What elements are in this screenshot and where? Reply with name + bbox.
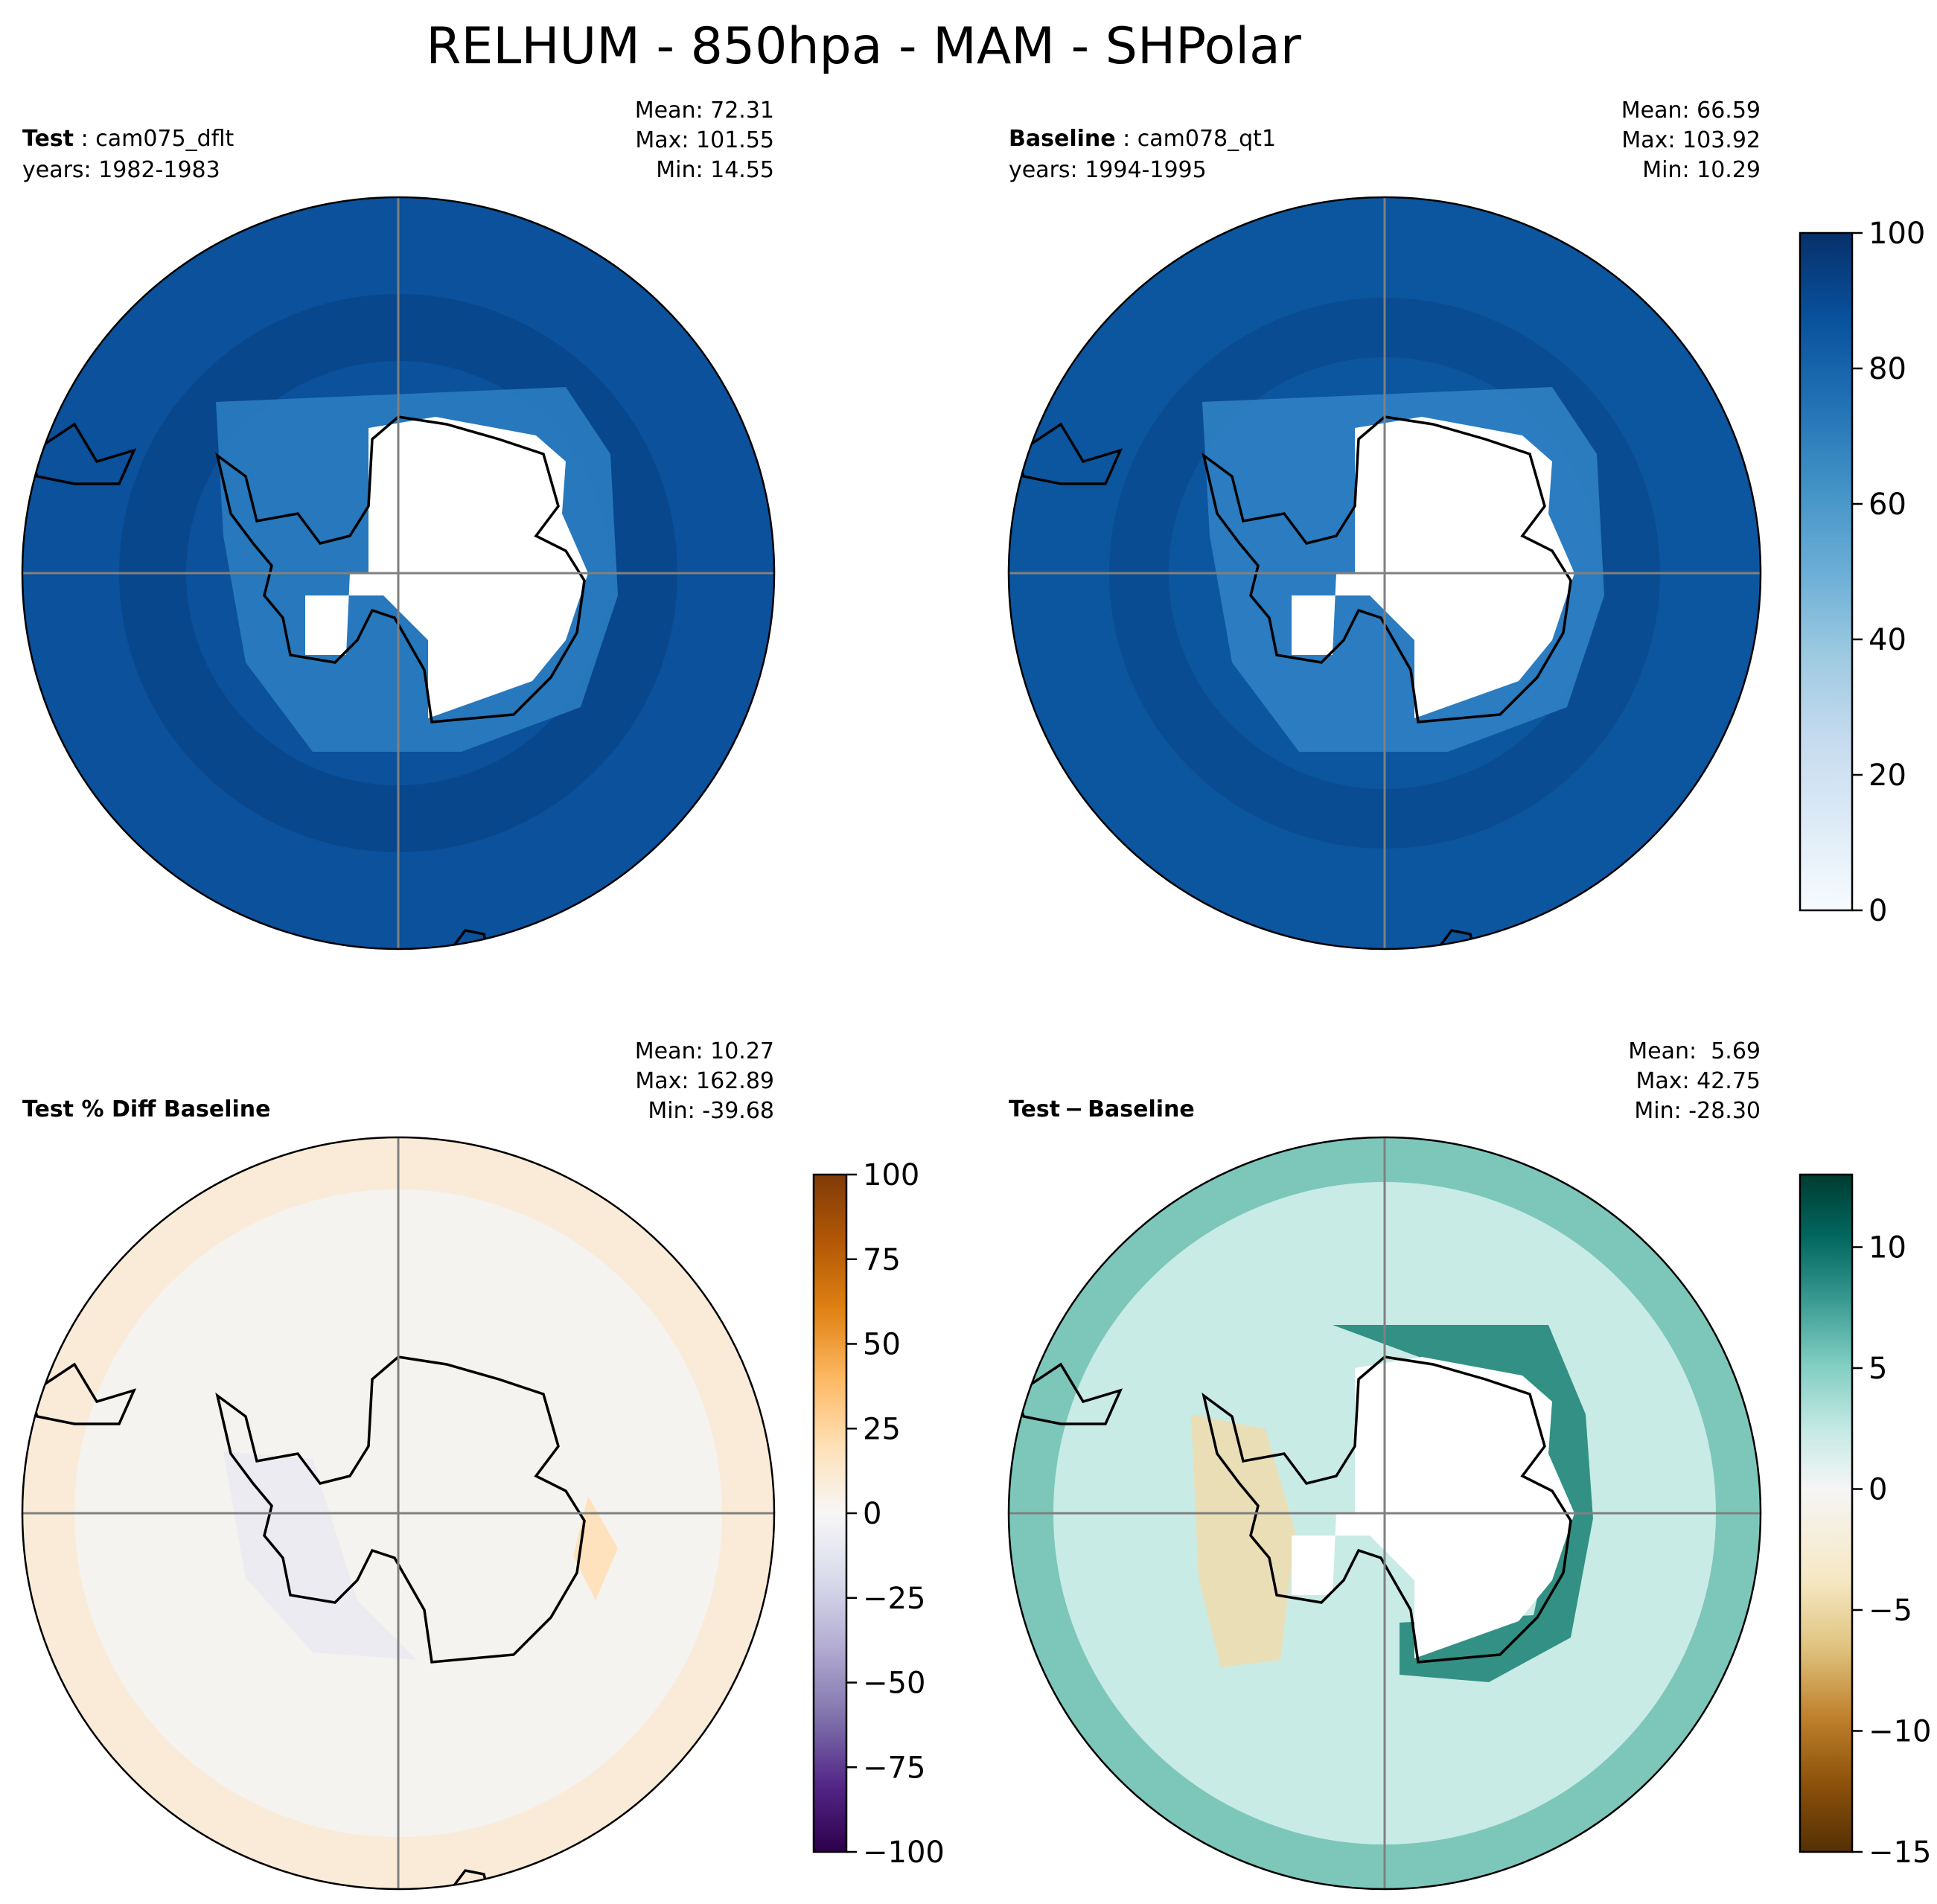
baseline-map-land-mask <box>1292 417 1574 718</box>
baseline-stat-min: Min: 10.29 <box>1642 157 1761 183</box>
colorbar-pct-diff-tick-label: 50 <box>863 1328 901 1362</box>
colorbar-relhum-tick-label: 100 <box>1869 217 1925 251</box>
colorbar-diff-tick-label: 5 <box>1869 1352 1887 1386</box>
colorbar-diff-tick-label: −15 <box>1869 1836 1931 1870</box>
pct-diff-stat-max: Max: 162.89 <box>635 1068 774 1094</box>
baseline-stat-mean: Mean: 66.59 <box>1621 98 1761 124</box>
diff-stat-max: Max: 42.75 <box>1636 1068 1761 1094</box>
diff-stat-mean: Mean: 5.69 <box>1628 1038 1761 1064</box>
colorbar-diff-tick-label: −10 <box>1869 1715 1931 1749</box>
test-map <box>22 197 774 949</box>
pct-diff-map <box>22 1137 774 1889</box>
pct-diff-stat-mean: Mean: 10.27 <box>635 1038 774 1064</box>
colorbar-relhum: 0 20 40 60 80 100 <box>1799 217 1925 928</box>
pct-diff-map-boundary <box>21 1136 776 1891</box>
colorbar-relhum-tick-label: 0 <box>1869 894 1887 928</box>
test-stat-max: Max: 101.55 <box>635 127 774 153</box>
colorbar-pct-diff-ramp <box>812 1173 848 1853</box>
diff-map-boundary <box>1007 1136 1762 1891</box>
colorbar-relhum-tick-label: 40 <box>1869 623 1906 657</box>
diff-label-minus: − <box>1065 1096 1083 1122</box>
colorbar-diff: 10 5 0 −5 −10 −15 <box>1799 1173 1931 1870</box>
colorbar-pct-diff-tick-label: −100 <box>863 1836 945 1870</box>
pct-diff-label: Test % Diff Baseline <box>22 1096 271 1122</box>
baseline-label-bold: Baseline <box>1009 126 1116 152</box>
colorbar-relhum-tick-label: 60 <box>1869 488 1906 522</box>
baseline-stat-max: Max: 103.92 <box>1621 127 1761 153</box>
test-coastline <box>215 415 586 723</box>
panel-test: Test : cam075_dflt years: 1982-1983 Mean… <box>21 98 776 951</box>
panel-pct-diff: Test % Diff Baseline Mean: 10.27 Max: 16… <box>21 1038 776 1891</box>
baseline-years: years: 1994-1995 <box>1009 157 1207 183</box>
pct-diff-stat-min: Min: -39.68 <box>648 1098 774 1124</box>
colorbar-pct-diff-tick-label: −25 <box>863 1582 925 1616</box>
colorbar-pct-diff-tick-label: 0 <box>863 1497 881 1531</box>
baseline-label: Baseline : cam078_qt1 <box>1009 126 1276 152</box>
baseline-map-boundary <box>1007 196 1762 951</box>
pct-diff-coastline-south-america <box>28 1362 137 1425</box>
diff-stat-min: Min: -28.30 <box>1634 1098 1761 1124</box>
colorbar-relhum-tick-label: 80 <box>1869 352 1906 386</box>
figure-title: RELHUM - 850hpa - MAM - SHPolar <box>426 17 1301 76</box>
colorbar-pct-diff-tick-label: 25 <box>863 1412 901 1446</box>
diff-coastline <box>1202 1355 1572 1664</box>
baseline-case-name: cam078_qt1 <box>1137 126 1276 152</box>
test-case-name: cam075_dflt <box>95 126 234 152</box>
baseline-coastline <box>1202 415 1572 723</box>
test-years: years: 1982-1983 <box>22 157 220 183</box>
test-map-boundary <box>21 196 776 951</box>
panel-diff: Test − Baseline Mean: 5.69 Max: 42.75 Min:… <box>1007 1038 1762 1891</box>
colorbar-diff-tick-label: −5 <box>1869 1594 1912 1628</box>
test-label: Test : cam075_dflt <box>22 126 234 152</box>
colorbar-pct-diff-tick-label: −50 <box>863 1667 925 1701</box>
colorbar-pct-diff-tick-label: −75 <box>863 1751 925 1785</box>
colorbar-pct-diff: 100 75 50 25 0 −25 −50 −75 −100 <box>812 1158 945 1870</box>
test-stat-mean: Mean: 72.31 <box>635 98 774 124</box>
colorbar-diff-tick-label: 0 <box>1869 1473 1887 1507</box>
diff-map-warm-patch <box>1191 1414 1295 1667</box>
pct-diff-map-cool-patch <box>223 1451 417 1660</box>
colorbar-relhum-tick-label: 20 <box>1869 758 1906 793</box>
diff-map <box>1009 1137 1761 1889</box>
colorbar-diff-tick-label: 10 <box>1869 1231 1906 1265</box>
pct-diff-coastline <box>215 1355 586 1664</box>
colorbar-pct-diff-tick-label: 75 <box>863 1243 901 1277</box>
colorbar-relhum-ramp <box>1799 231 1854 912</box>
baseline-coastline-south-america <box>1014 422 1123 485</box>
diff-map-land-mask <box>1292 1357 1574 1658</box>
test-coastline-south-america <box>28 422 137 485</box>
diff-label: Test − Baseline <box>1009 1096 1195 1122</box>
panel-baseline: Baseline : cam078_qt1 years: 1994-1995 M… <box>1007 98 1762 951</box>
diff-label-test: Test <box>1009 1096 1060 1122</box>
colorbar-diff-ramp <box>1799 1173 1854 1853</box>
test-stat-min: Min: 14.55 <box>656 157 774 183</box>
baseline-map <box>1009 197 1761 949</box>
colorbar-pct-diff-tick-label: 100 <box>863 1158 919 1192</box>
diff-label-baseline: Baseline <box>1088 1096 1195 1122</box>
test-label-bold: Test <box>22 126 74 152</box>
diff-coastline-south-america <box>1014 1362 1123 1425</box>
test-map-land-mask <box>305 417 588 718</box>
